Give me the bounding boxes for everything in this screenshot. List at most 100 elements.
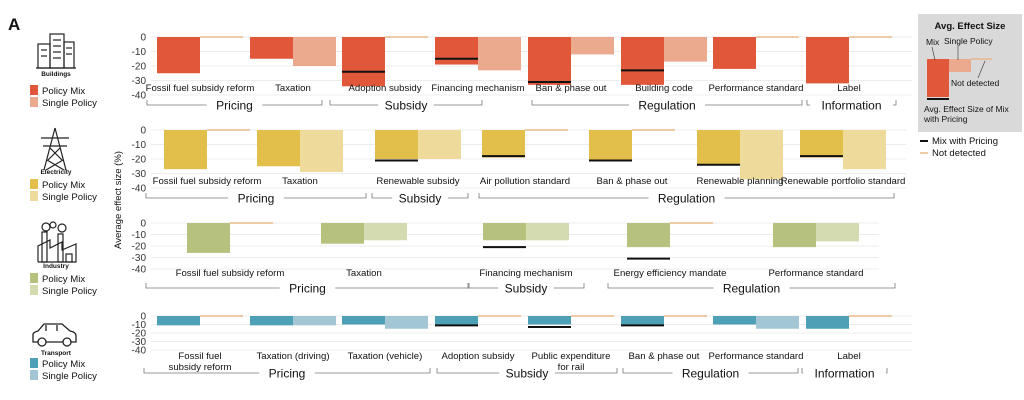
panel-letter: A [8, 15, 20, 34]
group-label-bg [378, 99, 434, 113]
group-regulation: Regulation [622, 367, 799, 381]
key-bar-single [949, 59, 971, 72]
legend-label-not-detected: Not detected [932, 148, 986, 159]
group-label: Subsidy [505, 282, 548, 296]
bar-single-policy [756, 316, 799, 329]
group-information: Information [806, 99, 897, 113]
key-bar-mix [927, 59, 949, 97]
bar-policy-mix [164, 130, 207, 170]
legend-label-mix: Policy Mix [42, 359, 85, 370]
group-label: Regulation [723, 282, 780, 296]
category-label: Performance standard [709, 83, 804, 94]
category-label: Renewable planning [697, 176, 784, 187]
group-regulation: Regulation [531, 99, 803, 113]
legend-label-mix: Policy Mix [42, 274, 85, 285]
category-label: Building code [635, 83, 693, 94]
bar-policy-mix [375, 130, 418, 159]
group-label-bg [672, 367, 749, 381]
bar-single-policy [478, 37, 521, 71]
y-tick-label: -20 [132, 62, 147, 73]
group-label: Information [814, 367, 874, 381]
bar-single-policy [843, 130, 886, 170]
group-regulation: Regulation [607, 282, 896, 296]
key-label-single: Single Policy [944, 36, 993, 46]
group-label-bg [206, 99, 263, 113]
bar-single-policy [293, 37, 336, 66]
factory-icon [37, 221, 77, 263]
y-tick-label: -40 [132, 346, 147, 357]
effect-size-key: Avg. Effect Size Mix Single Policy Not d… [918, 14, 1022, 132]
category-label: Adoption subsidy [348, 83, 421, 94]
category-label: Air pollution standard [480, 176, 570, 187]
bar-single-policy [300, 130, 343, 173]
legend-swatch-single [30, 370, 38, 380]
bar-policy-mix [773, 223, 816, 248]
bar-policy-mix [528, 316, 571, 325]
bar-policy-mix [250, 316, 293, 326]
group-pricing: Pricing [143, 367, 431, 381]
group-label: Subsidy [399, 192, 442, 206]
bar-policy-mix [621, 316, 664, 325]
bar-single-policy [571, 37, 614, 55]
legend-swatch-mix [30, 358, 38, 368]
y-tick-label: -10 [132, 47, 147, 58]
y-tick-label: -30 [132, 169, 147, 180]
group-label: Regulation [638, 99, 695, 113]
legend-swatch-mix [30, 273, 38, 283]
bar-single-policy [293, 316, 336, 326]
category-label: Fossil fuel subsidy reform [146, 83, 255, 94]
legend-industry: Policy Mix Single Policy [30, 273, 97, 297]
bar-policy-mix [713, 37, 756, 69]
bar-single-policy [364, 223, 407, 241]
y-tick-label: -40 [132, 91, 147, 102]
category-label: Ban & phase out [629, 351, 700, 362]
group-label-bg [498, 282, 554, 296]
group-label: Information [821, 99, 881, 113]
bar-policy-mix [713, 316, 756, 325]
chart-transport: 0-10-20-30-40 Fossil fuel subsidy reform Ta… [132, 312, 912, 381]
bar-policy-mix [157, 37, 200, 74]
y-tick-label: -10 [132, 230, 147, 241]
legend-transport: Policy Mix Single Policy [30, 358, 97, 382]
bar-policy-mix [250, 37, 293, 59]
category-label: Label [837, 83, 860, 94]
group-label: Regulation [658, 192, 715, 206]
y-tick-label: -20 [132, 155, 147, 166]
key-title: Avg. Effect Size [935, 21, 1006, 32]
sector-label-electricity: Electricity [40, 169, 71, 176]
sector-label-transport: Transport [41, 350, 72, 357]
legend-label-single: Single Policy [42, 371, 97, 382]
group-regulation: Regulation [478, 192, 895, 206]
group-label-bg [228, 192, 284, 206]
category-label: Performance standard [709, 351, 804, 362]
y-tick-label: -30 [132, 76, 147, 87]
bar-single-policy [816, 223, 859, 242]
group-label-bg [279, 282, 336, 296]
legend-electricity: Policy Mix Single Policy [30, 179, 97, 203]
category-label: Taxation [282, 176, 318, 187]
group-label: Pricing [269, 367, 306, 381]
y-tick-label: -10 [132, 320, 147, 331]
y-tick-label: -40 [132, 184, 147, 195]
group-label-bg [259, 367, 315, 381]
group-label-bg [713, 282, 790, 296]
y-tick-label: 0 [140, 33, 146, 44]
key-label-not-detected: Not detected [951, 78, 999, 88]
y-tick-label: -40 [132, 265, 147, 276]
legend-swatch-single [30, 285, 38, 295]
group-label: Pricing [216, 99, 253, 113]
group-label: Subsidy [506, 367, 549, 381]
bar-single-policy [526, 223, 569, 241]
bar-policy-mix [621, 37, 664, 85]
category-label: Taxation [346, 268, 382, 279]
bar-policy-mix [627, 223, 670, 248]
bar-single-policy [385, 316, 428, 329]
category-label: Financing mechanism [431, 83, 524, 94]
bar-policy-mix [483, 223, 526, 241]
y-tick-label: -30 [132, 337, 147, 348]
group-label-bg [810, 99, 893, 113]
group-label-bg [629, 99, 705, 113]
key-label-mix-with-pricing: Avg. Effect Size of Mix with Pricing [924, 104, 1009, 124]
